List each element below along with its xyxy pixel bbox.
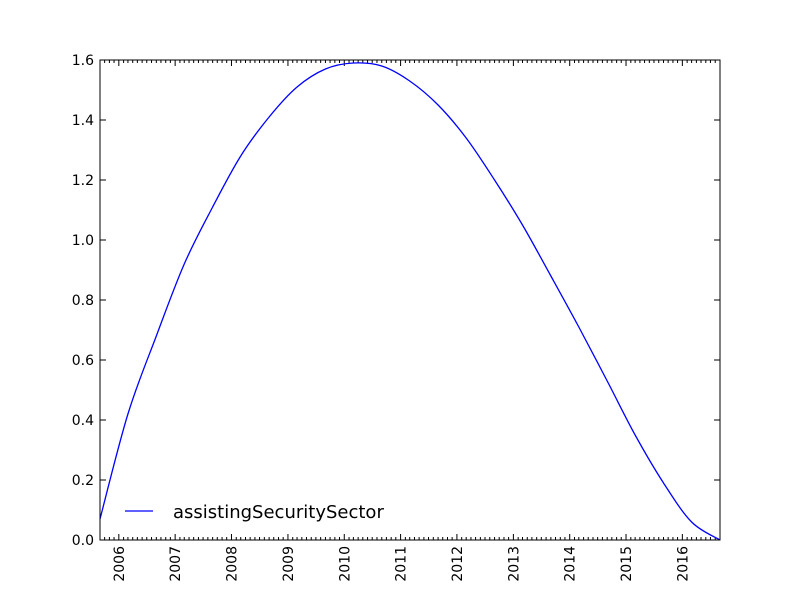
x-tick-label: 2012 [450,546,466,582]
series-line [99,62,721,541]
y-tick-label: 1.6 [72,53,94,69]
y-tick-label: 1.0 [72,233,94,249]
y-tick-label: 0.4 [72,413,94,429]
axes-frame [99,59,721,541]
series-layer [99,62,721,541]
y-tick-label: 1.4 [72,113,94,129]
x-tick-label: 2015 [619,546,635,582]
y-axis: 0.0 0.2 0.4 0.6 0.8 1.0 1.2 1.4 1.6 [72,53,720,549]
y-tick-label: 0.6 [72,353,94,369]
plot-background [100,60,720,540]
x-tick-label: 2011 [394,546,410,582]
y-tick-label: 1.2 [72,173,94,189]
y-tick-label: 0.0 [72,533,94,549]
x-tick-label: 2007 [168,546,184,582]
y-tick-label: 0.2 [72,473,94,489]
plot-area [100,60,720,540]
x-tick-label: 2013 [506,546,522,582]
x-axis: 2006 2007 2008 2009 2010 2011 2012 2013 2014 2015… [99,60,721,582]
legend: assistingSecuritySector [125,502,384,523]
axes-border [99,59,721,541]
legend-label: assistingSecuritySector [173,502,384,523]
y-tick-label: 0.8 [72,293,94,309]
x-tick-label: 2014 [563,546,579,582]
x-tick-label: 2008 [224,546,240,582]
x-tick-label: 2016 [675,546,691,582]
x-tick-label: 2010 [337,546,353,582]
x-tick-label: 2009 [281,546,297,582]
x-tick-label: 2006 [112,546,128,582]
